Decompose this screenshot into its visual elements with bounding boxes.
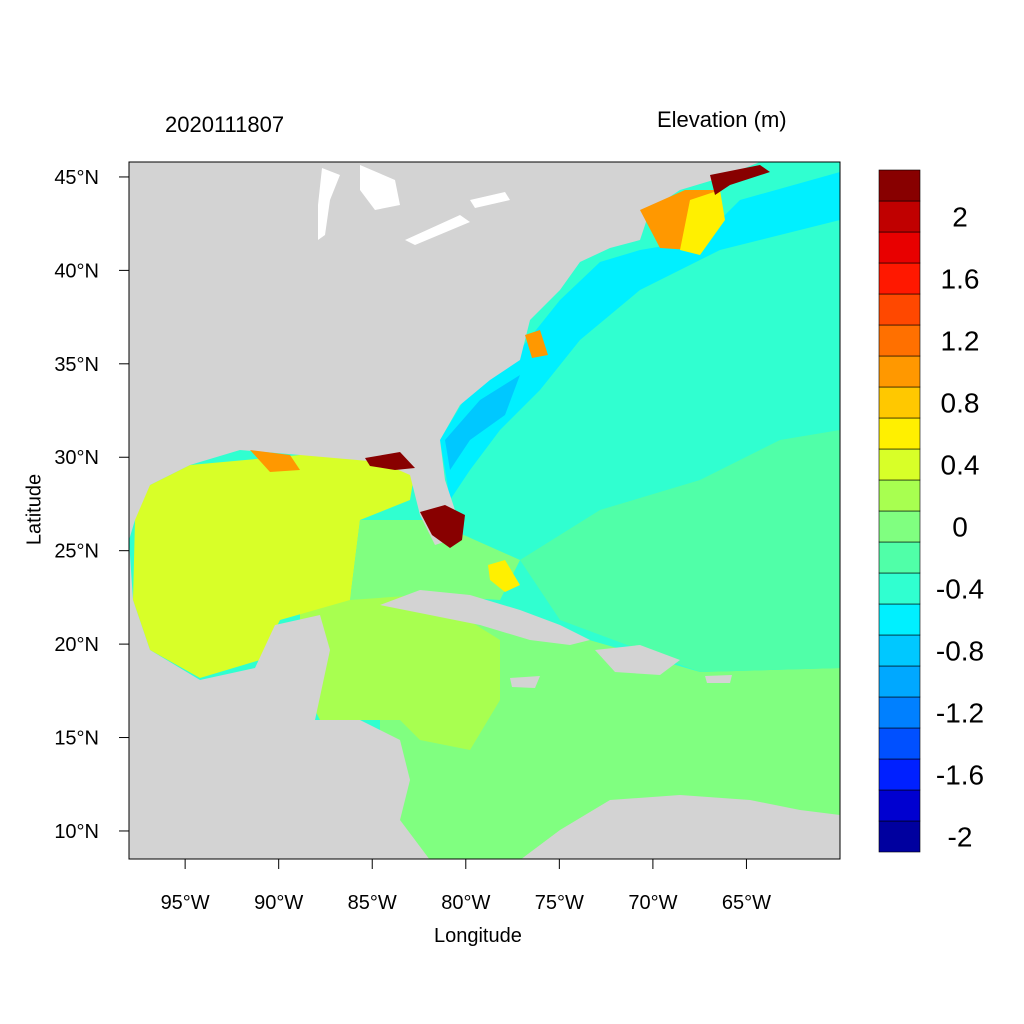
louisiana-surge-zone: [250, 450, 300, 472]
x-axis: 95°W 90°W 85°W 80°W 75°W 70°W 65°W: [161, 859, 771, 914]
colorbar-swatch: [878, 231, 921, 264]
colorbar-swatch: [878, 510, 921, 543]
south-america-land: [521, 795, 840, 859]
y-tick-label: 30°N: [54, 447, 99, 469]
colorbar-label: 0.8: [941, 388, 980, 419]
colorbar-label: -0.4: [936, 574, 984, 605]
bahamas-surge-zone: [488, 560, 520, 592]
y-tick-label: 40°N: [54, 260, 99, 282]
colorbar-label: -1.6: [936, 760, 984, 791]
y-tick-label: 20°N: [54, 634, 99, 656]
colorbar-label: 0: [952, 512, 968, 543]
colorbar-swatch: [878, 479, 921, 512]
mexico-central-america-land: [129, 540, 430, 859]
gulf-coast-surge-zone: [365, 452, 415, 470]
colorbar-swatch: [878, 169, 921, 202]
colorbar-swatch: [878, 355, 921, 388]
great-lake: [405, 215, 470, 245]
colorbar-label: 1.6: [941, 264, 980, 295]
variable-label: Elevation (m): [657, 107, 787, 132]
colorbar-swatch: [878, 665, 921, 698]
colorbar-swatch: [878, 820, 921, 853]
puerto-rico-land: [705, 675, 732, 683]
colorbar-swatch: [878, 789, 921, 822]
y-tick-label: 15°N: [54, 728, 99, 750]
colorbar: -2 -1.6 -1.2 -0.8 -0.4 0 0.4 0.8 1.2 1.6 2: [878, 169, 984, 853]
x-tick-label: 75°W: [535, 892, 584, 914]
y-tick-label: 10°N: [54, 821, 99, 843]
florida-surge-zone: [420, 505, 465, 548]
y-tick-label: 45°N: [54, 167, 99, 189]
x-tick-label: 95°W: [161, 892, 210, 914]
colorbar-swatch: [878, 727, 921, 760]
deep-shelf-water: [445, 375, 520, 470]
gulf-of-mexico-water: [133, 450, 415, 678]
colorbar-label: -1.2: [936, 698, 984, 729]
cuba-land: [380, 590, 590, 645]
x-axis-title: Longitude: [434, 925, 522, 947]
colorbar-label: -2: [948, 822, 973, 853]
colorbar-swatch: [878, 541, 921, 574]
map-plot-area: [129, 162, 840, 859]
great-lake: [318, 168, 340, 240]
great-lake: [470, 192, 510, 208]
colorbar-label: 2: [952, 202, 968, 233]
x-tick-label: 90°W: [254, 892, 303, 914]
colorbar-swatch: [878, 200, 921, 233]
colorbar-swatch: [878, 417, 921, 450]
colorbar-label: -0.8: [936, 636, 984, 667]
colorbar-swatch: [878, 634, 921, 667]
north-america-land: [129, 162, 760, 545]
y-tick-label: 25°N: [54, 541, 99, 563]
atlantic-mid-water: [520, 430, 840, 672]
hispaniola-land: [595, 645, 680, 675]
continental-shelf-water: [440, 172, 840, 500]
caribbean-west-water: [300, 590, 500, 750]
colorbar-label: 0.4: [941, 450, 980, 481]
florida-straits-water: [350, 520, 520, 600]
jamaica-land: [510, 676, 540, 688]
colorbar-swatch: [878, 448, 921, 481]
date-label: 2020111807: [165, 112, 285, 137]
x-tick-label: 80°W: [441, 892, 490, 914]
x-tick-label: 65°W: [722, 892, 771, 914]
x-tick-label: 85°W: [348, 892, 397, 914]
x-tick-label: 70°W: [628, 892, 677, 914]
y-axis: 10°N 15°N 20°N 25°N 30°N 35°N 40°N 45°N: [54, 167, 129, 843]
colorbar-swatch: [878, 758, 921, 791]
colorbar-swatch: [878, 324, 921, 357]
colorbar-swatch: [878, 696, 921, 729]
colorbar-swatch: [878, 572, 921, 605]
colorbar-swatch: [878, 603, 921, 636]
colorbar-swatch: [878, 293, 921, 326]
colorbar-swatch: [878, 262, 921, 295]
great-lake: [360, 165, 400, 210]
new-england-lowsurge-zone: [680, 190, 725, 255]
plot-frame: [128, 161, 841, 860]
maine-surge-zone: [710, 165, 770, 195]
colorbar-swatch: [878, 386, 921, 419]
north-carolina-surge-zone: [525, 330, 548, 358]
y-tick-label: 35°N: [54, 354, 99, 376]
colorbar-label: 1.2: [941, 326, 980, 357]
